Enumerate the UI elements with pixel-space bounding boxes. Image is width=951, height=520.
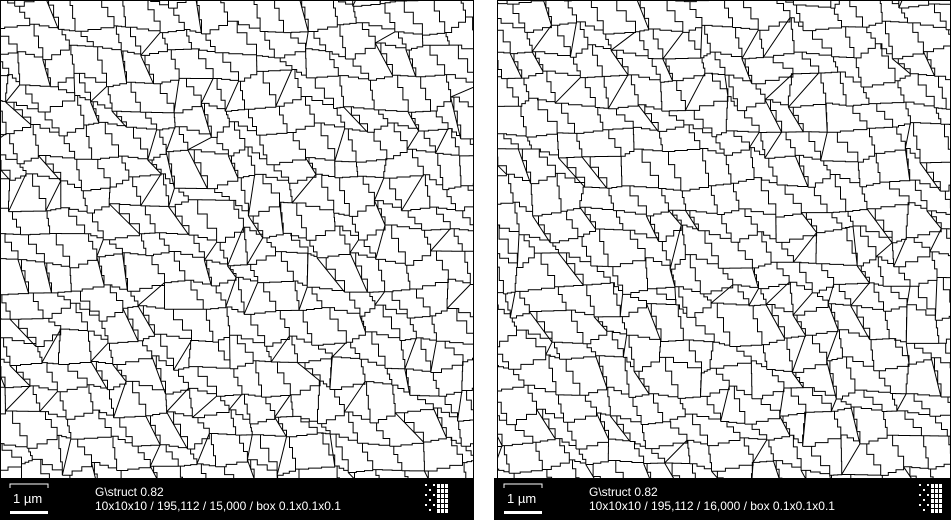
logo-cell <box>931 494 934 498</box>
logo-cell <box>437 504 440 508</box>
logo-cell <box>425 494 427 496</box>
logo-cell <box>919 504 921 506</box>
logo-cell <box>919 494 921 496</box>
logo-cell <box>441 494 444 498</box>
logo-cell <box>931 504 934 508</box>
logo-cell <box>437 494 440 498</box>
figure: 1 µmG\struct 0.8210x10x10 / 195,112 / 15… <box>0 0 951 520</box>
logo-cell <box>927 504 929 506</box>
logo-cell <box>429 509 431 511</box>
logo-cell <box>939 484 942 488</box>
logo-cell <box>923 509 925 511</box>
logo-cell <box>445 494 448 498</box>
logo-cell <box>939 509 942 513</box>
logo-cell <box>919 484 921 486</box>
logo-cell <box>429 489 431 491</box>
scale-bar-label: 1 µm <box>13 491 42 506</box>
logo-cell <box>425 504 427 506</box>
logo-cell <box>433 484 435 486</box>
logo-cell <box>433 494 435 496</box>
logo-cell <box>927 484 929 486</box>
logo-cell <box>429 499 431 501</box>
logo-cell <box>935 504 938 508</box>
logo-cell <box>923 499 925 501</box>
logo-cell <box>935 489 938 493</box>
logo-cell <box>923 489 925 491</box>
logo-cell <box>425 484 427 486</box>
logo-cell <box>433 504 435 506</box>
logo-cell <box>437 489 440 493</box>
logo-cell <box>935 484 938 488</box>
logo-cell <box>441 509 444 513</box>
logo-cell <box>931 509 934 513</box>
logo-cell <box>445 484 448 488</box>
logo-cell <box>441 489 444 493</box>
logo-cell <box>437 499 440 503</box>
scale-bar <box>504 511 542 514</box>
panel-title: G\struct 0.82 <box>589 485 658 499</box>
logo-cell <box>935 499 938 503</box>
scale-bar <box>10 511 48 514</box>
micrograph-background <box>1 1 473 478</box>
logo-cell <box>935 494 938 498</box>
logo-cell <box>441 484 444 488</box>
logo-cell <box>931 484 934 488</box>
logo-cell <box>441 504 444 508</box>
panel-title: G\struct 0.82 <box>95 485 164 499</box>
logo-cell <box>445 499 448 503</box>
logo-cell <box>445 504 448 508</box>
logo-cell <box>445 489 448 493</box>
logo-cell <box>437 484 440 488</box>
logo-cell <box>935 509 938 513</box>
scale-bar-label: 1 µm <box>507 491 536 506</box>
panel-info: 10x10x10 / 195,112 / 16,000 / box 0.1x0.… <box>589 499 835 513</box>
logo-cell <box>441 499 444 503</box>
logo-cell <box>939 504 942 508</box>
logo-cell <box>939 489 942 493</box>
logo-cell <box>927 494 929 496</box>
logo-cell <box>445 509 448 513</box>
logo-cell <box>931 489 934 493</box>
logo-cell <box>939 494 942 498</box>
logo-cell <box>931 499 934 503</box>
logo-cell <box>939 499 942 503</box>
logo-cell <box>437 509 440 513</box>
panel-info: 10x10x10 / 195,112 / 15,000 / box 0.1x0.… <box>95 499 341 513</box>
